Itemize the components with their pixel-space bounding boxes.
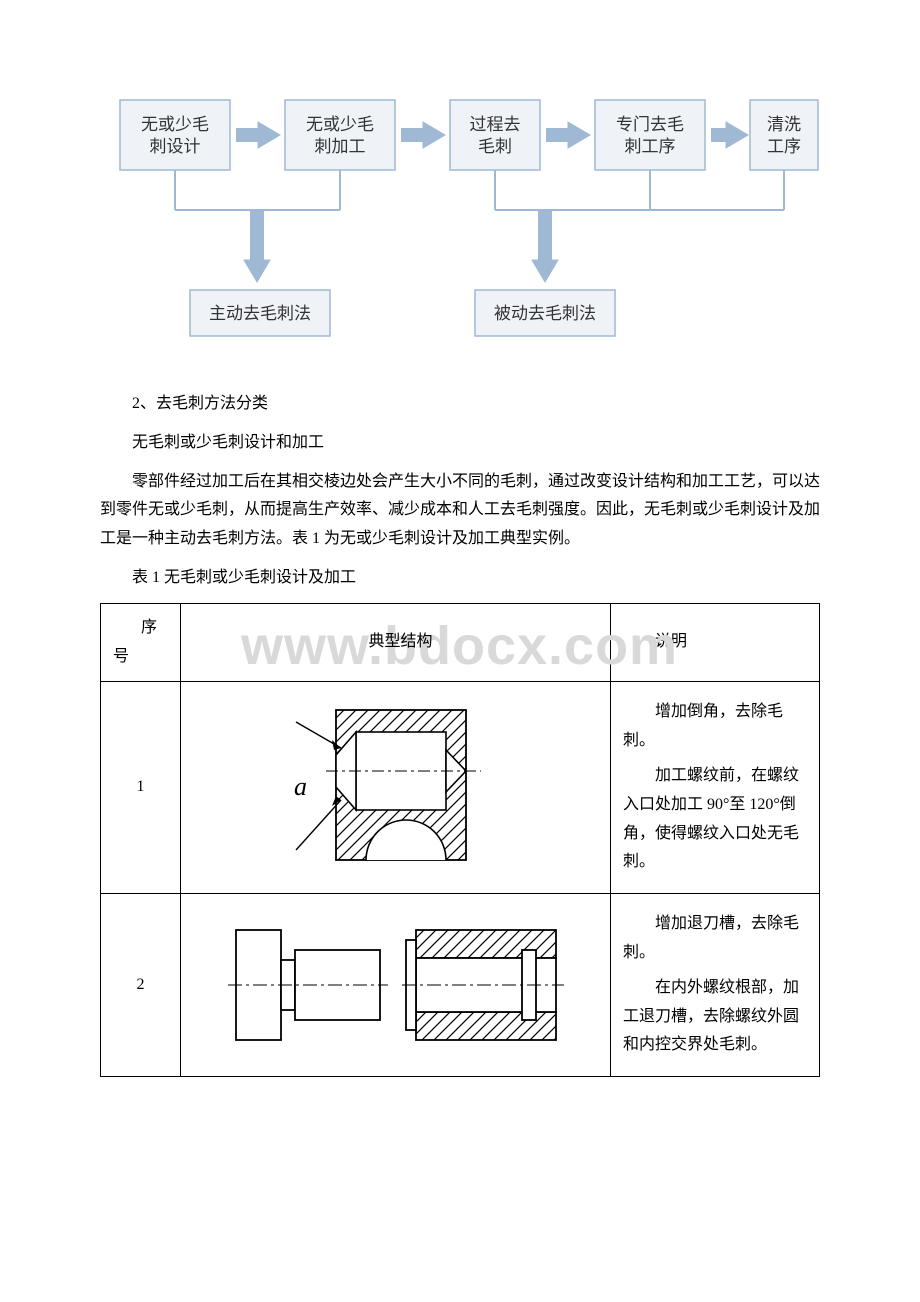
alpha-label: a <box>294 772 307 801</box>
flow-box-4-l2: 刺工序 <box>625 137 676 156</box>
design-table: 序 号 www.bdocx.com 典型结构 说明 1 <box>100 603 820 1077</box>
table-caption: 表 1 无毛刺或少毛刺设计及加工 <box>100 564 820 593</box>
flow-box-1-l2: 刺设计 <box>150 137 201 156</box>
row2-diagram <box>181 894 611 1077</box>
flow-box-2-l1: 无或少毛 <box>306 115 374 134</box>
section-2-heading: 2、去毛刺方法分类 <box>100 390 820 419</box>
flow-bottom-1: 主动去毛刺法 <box>209 304 311 323</box>
flow-box-2-l2: 刺加工 <box>315 137 366 156</box>
flow-box-5-l2: 工序 <box>767 137 801 156</box>
row1-desc: 增加倒角，去除毛刺。 加工螺纹前，在螺纹入口处加工 90°至 120°倒角，使得… <box>611 682 820 894</box>
flow-box-3-l2: 毛刺 <box>478 137 512 156</box>
row1-seq: 1 <box>101 682 181 894</box>
row1-diagram: a <box>181 682 611 894</box>
table-header-struct: www.bdocx.com 典型结构 <box>181 603 611 682</box>
table-header-desc: 说明 <box>611 603 820 682</box>
flow-box-5-l1: 清洗 <box>767 115 801 134</box>
flowchart-diagram: 无或少毛 刺设计 无或少毛 刺加工 过程去 毛刺 专门去毛 刺工序 清洗 工序 <box>100 90 820 360</box>
row2-seq: 2 <box>101 894 181 1077</box>
table-row: 2 <box>101 894 820 1077</box>
row2-desc: 增加退刀槽，去除毛刺。 在内外螺纹根部，加工退刀槽，去除螺纹外圆和内控交界处毛刺… <box>611 894 820 1077</box>
flow-bottom-2: 被动去毛刺法 <box>494 304 596 323</box>
flow-box-1-l1: 无或少毛 <box>141 115 209 134</box>
body-paragraph: 零部件经过加工后在其相交棱边处会产生大小不同的毛刺，通过改变设计结构和加工工艺，… <box>100 468 820 554</box>
flow-box-3-l1: 过程去 <box>470 115 521 134</box>
table-header-seq: 序 号 <box>101 603 181 682</box>
section-2-subheading: 无毛刺或少毛刺设计和加工 <box>100 429 820 458</box>
flow-box-4-l1: 专门去毛 <box>616 115 684 134</box>
table-row: 1 <box>101 682 820 894</box>
